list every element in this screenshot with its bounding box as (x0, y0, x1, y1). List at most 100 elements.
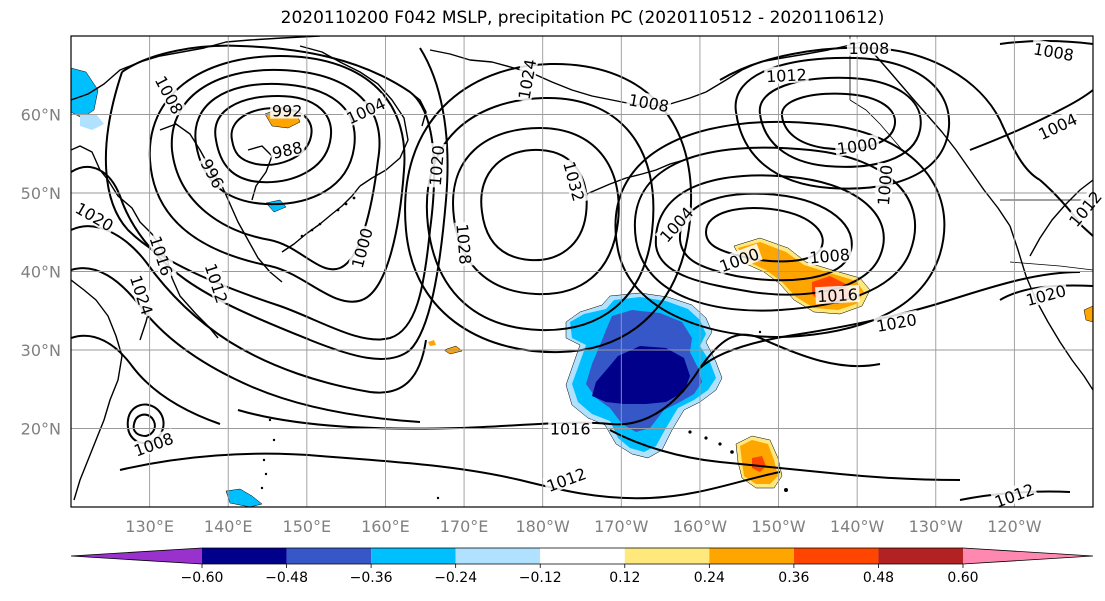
isobar-label-text: 1008 (849, 39, 890, 58)
precip-positive-small-2 (428, 340, 436, 346)
isobar-1012-east (633, 146, 916, 312)
isobar-label: 1016 (548, 419, 593, 439)
isobar-1008-west (104, 44, 436, 341)
isobar-label-text: 1000 (874, 164, 896, 206)
isobar-low-1000 (170, 68, 381, 271)
colorbar-segment (371, 548, 456, 564)
isobar-label-background (806, 244, 853, 266)
isobar-1020-coast (999, 284, 1093, 301)
isobar-label-background (347, 224, 376, 272)
isobar-1012-west (71, 47, 449, 360)
isobar-1020-west (71, 267, 421, 423)
isobar-label: 1020 (425, 142, 448, 189)
isobar-high-1028 (452, 127, 620, 296)
isobar-label: 1000 (873, 162, 896, 208)
colorbar-segment (202, 548, 287, 564)
isobar-label-background (560, 157, 589, 205)
isobar-1012-alaska (719, 46, 1041, 181)
isobar-label-text: 1012 (766, 65, 808, 86)
isobar-label-background (1033, 108, 1081, 143)
colorbar-tick-label: −0.60 (181, 570, 224, 586)
latitude-label: 30°N (21, 341, 61, 360)
colorbar-tick-label: −0.36 (350, 570, 393, 586)
isobar-1012-central (119, 452, 781, 500)
colorbar-tick-label: 0.48 (863, 570, 894, 586)
isobar-label: 1008 (806, 244, 853, 268)
longitude-label: 160°E (361, 517, 410, 536)
longitude-label: 150°E (283, 517, 332, 536)
isobar-label-text: 1016 (817, 285, 859, 306)
colorbar: −0.60 −0.48 −0.36 −0.24 −0.12 0.12 0.24 0.36 0.4… (70, 547, 1094, 586)
isobar-label: 1028 (452, 221, 475, 267)
isobar-label-background (1064, 186, 1105, 231)
longitude-label: 170°W (594, 517, 649, 536)
isobar-low-1000-alaska (780, 92, 897, 151)
longitude-label: 120°W (987, 517, 1042, 536)
isobar-low-988 (230, 107, 313, 166)
isobar-label-background (548, 419, 593, 437)
isobar-label: 1024 (514, 55, 540, 103)
isobar-1008-north (999, 40, 1093, 45)
isobar-label-background (763, 65, 809, 85)
longitude-axis: 130°E 140°E 150°E 160°E 170°E 180°W 170°W 160°W… (125, 517, 1041, 536)
isobar-label-background (846, 38, 891, 56)
isobar-label-background (873, 309, 920, 335)
isobar-1016-west (71, 225, 427, 394)
isobar-low-1004 (148, 55, 406, 303)
isobar-label-background (542, 463, 590, 495)
isobar-label-background (834, 133, 881, 157)
map-frame (70, 35, 1094, 508)
isobar-1024-west (71, 334, 221, 425)
isobar-label-text: 992 (272, 102, 303, 121)
isobar-low-1004-south (132, 413, 156, 437)
isobar-label-background (715, 243, 763, 275)
isobar-label-background (990, 479, 1038, 511)
isobar-label-background (342, 93, 390, 128)
longitude-label: 150°W (751, 517, 806, 536)
isobar-label-text: 1028 (452, 223, 474, 265)
isobar-label: 1016 (815, 284, 860, 306)
isobar-1008-alaska (734, 56, 951, 190)
isobar-label: 1008 (846, 38, 891, 58)
precip-positive-coast (1083, 305, 1093, 323)
isobar-label-background (270, 101, 305, 119)
isobar-label-background (514, 55, 539, 103)
figure-title: 2020110200 F042 MSLP, precipitation PC (… (280, 8, 885, 28)
islands (260, 196, 788, 500)
isobar-label: 992 (270, 101, 305, 121)
isobar-label: 1012 (763, 65, 809, 86)
isobar-label-background (625, 90, 673, 115)
isobar-label-text: 1020 (426, 144, 448, 186)
isobar-1004-yukon (969, 89, 1093, 151)
isobar-label-background (1022, 280, 1070, 309)
latitude-axis: 60°N 50°N 40°N 30°N 20°N (21, 106, 61, 439)
isobar-label-text: 1008 (809, 245, 851, 267)
colorbar-segment (793, 548, 879, 564)
isobar-1008-east (654, 174, 885, 296)
isobar-label-background (1030, 39, 1077, 64)
longitude-label: 140°W (830, 517, 885, 536)
isobar-label-background (127, 271, 158, 319)
colorbar-tick-label: 0.60 (947, 570, 978, 586)
coastlines (71, 36, 1093, 501)
colorbar-tick-label: −0.48 (265, 570, 308, 586)
isobar-label: 996 (197, 154, 229, 193)
precip-negative-west-edge-2 (80, 114, 104, 130)
isobar-label-background (202, 259, 232, 307)
latitude-label: 50°N (21, 184, 61, 203)
latitude-label: 20°N (21, 420, 61, 439)
longitude-label: 160°W (673, 517, 728, 536)
isobar-label-background (454, 221, 475, 267)
isobar-label-background (147, 232, 177, 280)
isobar-label-background (654, 202, 698, 247)
colorbar-tick-label: −0.24 (434, 570, 477, 586)
longitude-label: 180°W (516, 517, 571, 536)
isobar-1016-east (614, 120, 946, 338)
colorbar-tick-label: −0.12 (519, 570, 562, 586)
colorbar-segment (709, 548, 794, 564)
isobar-1016-south (609, 429, 961, 481)
colorbar-tick-label: 0.12 (609, 570, 640, 586)
latitude-label: 60°N (21, 106, 61, 125)
longitude-label: 130°E (125, 517, 174, 536)
